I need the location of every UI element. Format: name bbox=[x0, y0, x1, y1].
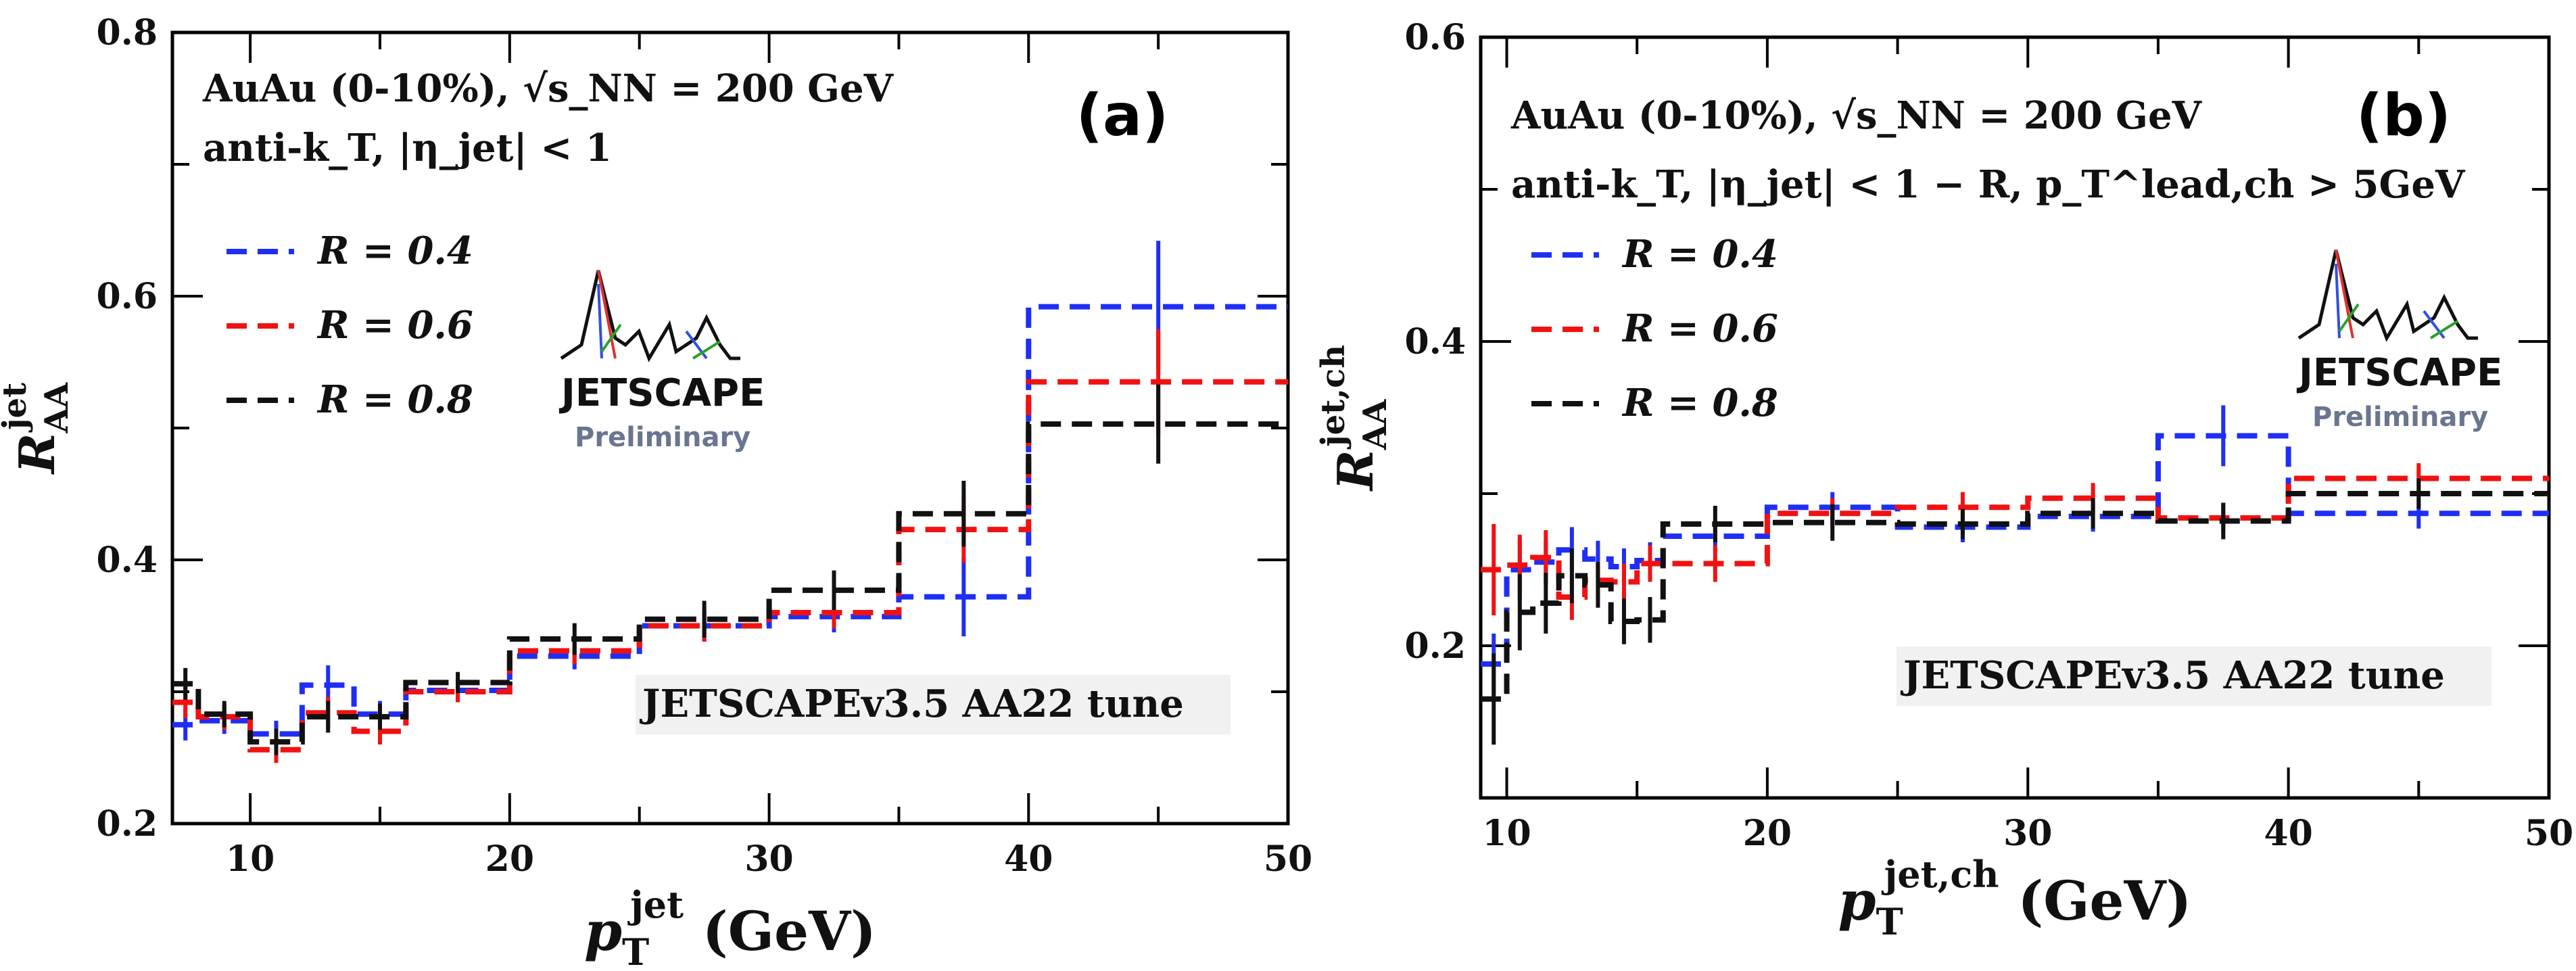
x-tick-label: 50 bbox=[1264, 838, 1312, 880]
y-axis-title-main: R bbox=[1327, 450, 1384, 492]
tune-label: JETSCAPEv3.5 AA22 tune bbox=[1900, 653, 2445, 698]
legend-label: R = 0.8 bbox=[1621, 381, 1778, 425]
series-line-3 bbox=[1481, 491, 2549, 702]
panel-tag: (a) bbox=[1076, 82, 1169, 149]
annotation-selection: anti-k_T, |η_jet| < 1 − R, p_T^lead,ch >… bbox=[1511, 162, 2466, 207]
x-axis-title: pTjet (GeV) bbox=[584, 883, 876, 971]
x-axis-title-main: p bbox=[584, 899, 622, 963]
x-axis-title-main: p bbox=[1838, 869, 1876, 932]
y-tick-label: 0.4 bbox=[1405, 321, 1466, 362]
x-axis-title-unit: (GeV) bbox=[684, 899, 876, 963]
y-axis-title-sup: jet bbox=[0, 383, 34, 433]
logo-green-track-2 bbox=[2429, 320, 2459, 339]
logo-green-track bbox=[2338, 303, 2360, 333]
tune-label-box bbox=[636, 675, 1231, 734]
y-tick-label: 0.2 bbox=[1405, 625, 1466, 667]
x-tick-label: 20 bbox=[485, 838, 534, 880]
y-axis-title-sub: AA bbox=[38, 382, 76, 433]
x-axis-title: pTjet,ch (GeV) bbox=[1838, 853, 2192, 943]
y-axis-title-main: R bbox=[8, 433, 66, 475]
logo-blue-track-2 bbox=[2423, 310, 2446, 339]
logo-blue-track bbox=[597, 283, 603, 359]
panel-b: 0.2 0.4 0.6 10 20 30 40 50 JETSCAPEv3.5 AA22 tun… bbox=[1314, 17, 2573, 943]
series-line-3 bbox=[172, 421, 1288, 745]
jetscape-logo: JETSCAPE Preliminary bbox=[2296, 250, 2502, 433]
logo-subtitle: Preliminary bbox=[2312, 402, 2488, 433]
y-tick-label: 0.6 bbox=[1405, 17, 1466, 58]
annotation-collision: AuAu (0-10%), √s_NN = 200 GeV bbox=[202, 66, 895, 111]
legend-label: R = 0.6 bbox=[1621, 306, 1778, 351]
logo-subtitle: Preliminary bbox=[575, 422, 750, 453]
logo-wordmark: JETSCAPE bbox=[2296, 351, 2502, 395]
legend-label: R = 0.4 bbox=[1621, 232, 1778, 277]
x-axis-title-sup: jet,ch bbox=[1881, 853, 1999, 896]
y-tick-label: 0.4 bbox=[97, 540, 158, 581]
legend-label: R = 0.4 bbox=[316, 229, 473, 273]
y-axis-title: RAAjet bbox=[0, 382, 76, 475]
annotation-collision: AuAu (0-10%), √s_NN = 200 GeV bbox=[1510, 93, 2203, 138]
panel-tag: (b) bbox=[2356, 82, 2451, 149]
logo-red-track bbox=[2335, 250, 2354, 339]
y-tick-label: 0.2 bbox=[97, 803, 158, 845]
legend-label: R = 0.6 bbox=[316, 303, 473, 348]
x-axis-title-sub: T bbox=[622, 930, 649, 971]
x-axis-title-sup: jet bbox=[627, 883, 684, 926]
y-axis-title-sup: jet,ch bbox=[1314, 345, 1352, 450]
logo-blue-track-2 bbox=[685, 330, 708, 360]
y-axis-title: RAAjet,ch bbox=[1314, 345, 1394, 492]
y-tick-label: 0.6 bbox=[97, 276, 158, 317]
x-tick-label: 20 bbox=[1743, 813, 1792, 854]
logo-green-track-2 bbox=[692, 340, 721, 360]
logo-red-track bbox=[597, 270, 617, 359]
series-line-1 bbox=[1481, 433, 2549, 667]
x-tick-label: 10 bbox=[226, 838, 275, 880]
x-tick-label: 40 bbox=[1004, 838, 1053, 880]
x-tick-label: 30 bbox=[744, 838, 793, 880]
tune-label-box bbox=[1897, 646, 2491, 706]
x-tick-label: 50 bbox=[2525, 813, 2573, 854]
series-line-2 bbox=[1481, 475, 2549, 600]
logo-wordmark: JETSCAPE bbox=[558, 371, 765, 415]
logo-blue-track bbox=[2335, 263, 2341, 339]
y-axis-title-sub: AA bbox=[1356, 399, 1394, 450]
annotation-selection: anti-k_T, |η_jet| < 1 bbox=[203, 126, 612, 170]
x-axis-title-sub: T bbox=[1876, 900, 1903, 943]
legend-label: R = 0.8 bbox=[316, 377, 473, 422]
logo-green-track bbox=[600, 323, 622, 353]
jetscape-logo: JETSCAPE Preliminary bbox=[558, 270, 765, 453]
tune-label: JETSCAPEv3.5 AA22 tune bbox=[639, 682, 1184, 726]
plot-frame bbox=[1479, 35, 2551, 800]
x-tick-label: 40 bbox=[2264, 813, 2312, 854]
y-tick-label: 0.8 bbox=[97, 12, 158, 53]
panel-a: 0.2 0.4 0.6 0.8 10 20 30 40 50 JETSCAPEv3.5 AA22 … bbox=[0, 12, 1312, 971]
x-tick-label: 10 bbox=[1482, 813, 1531, 854]
x-axis-title-unit: (GeV) bbox=[1999, 869, 2192, 932]
x-tick-label: 30 bbox=[2003, 813, 2052, 854]
